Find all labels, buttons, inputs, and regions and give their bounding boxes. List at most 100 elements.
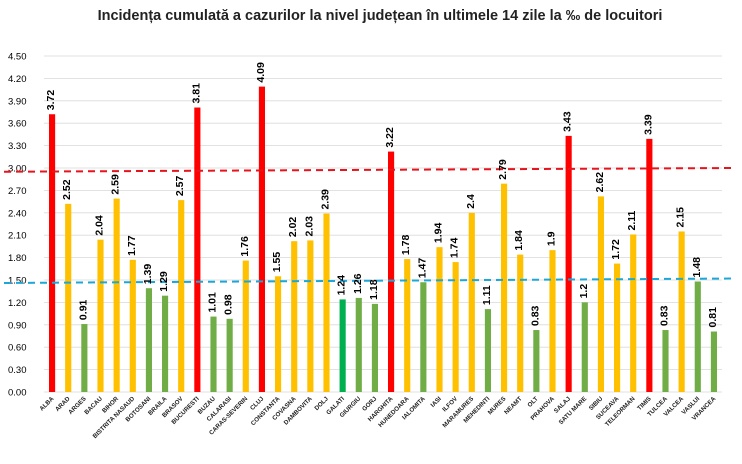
bar-satu-mare bbox=[581, 302, 588, 392]
bar-galati bbox=[339, 299, 346, 392]
data-label: 0.81 bbox=[707, 307, 719, 328]
x-tick-label: NEAMT bbox=[503, 395, 524, 416]
bars bbox=[49, 86, 717, 393]
data-label: 1.77 bbox=[126, 235, 138, 256]
bar-ilfov bbox=[452, 262, 459, 392]
bar-salaj bbox=[565, 135, 572, 393]
data-label: 1.39 bbox=[142, 264, 154, 285]
data-label: 1.24 bbox=[336, 275, 348, 296]
bar-tulcea bbox=[662, 330, 669, 392]
bar-prahova bbox=[549, 250, 556, 392]
bar-gorj bbox=[371, 303, 378, 392]
bar-maramures bbox=[468, 212, 475, 392]
bar-vrancea bbox=[710, 331, 717, 392]
data-label: 1.72 bbox=[610, 239, 622, 260]
data-label: 1.78 bbox=[400, 234, 412, 255]
bar-ialomita bbox=[420, 282, 427, 392]
data-label: 1.29 bbox=[158, 271, 170, 292]
data-label: 2.02 bbox=[287, 217, 299, 238]
bar-constanta bbox=[275, 276, 282, 392]
bar-buzau bbox=[210, 316, 217, 392]
bar-covasna bbox=[291, 241, 298, 392]
data-label: 2.4 bbox=[465, 194, 477, 209]
bar-brasov bbox=[178, 200, 185, 392]
bar-alba bbox=[49, 114, 56, 393]
bar-suceava bbox=[614, 263, 621, 392]
bar-bacau bbox=[97, 239, 104, 392]
data-label: 1.48 bbox=[691, 257, 703, 278]
data-label: 1.74 bbox=[449, 237, 461, 258]
y-tick-label: 1.50 bbox=[8, 276, 27, 287]
data-label: 2.59 bbox=[110, 174, 122, 195]
bar-giurgiu bbox=[355, 297, 362, 392]
y-tick-label: 4.20 bbox=[8, 74, 27, 85]
bar-iasi bbox=[436, 247, 443, 392]
bar-mures bbox=[501, 183, 508, 392]
x-tick-label: OLT bbox=[526, 395, 540, 409]
y-axis-tick-labels: 0.00 0.30 0.60 0.90 1.20 1.50 1.80 2.10 2.40 2.70… bbox=[8, 52, 27, 399]
y-tick-label: 0.30 bbox=[8, 365, 27, 376]
bar-arad bbox=[65, 203, 72, 392]
bar-harghita bbox=[388, 151, 395, 392]
bar-mehedinti bbox=[484, 309, 491, 392]
bar-bucuresti bbox=[194, 107, 201, 393]
y-tick-label: 2.40 bbox=[8, 208, 27, 219]
data-label: 1.18 bbox=[368, 279, 380, 300]
bar-caras-severin bbox=[242, 260, 249, 392]
y-tick-label: 0.00 bbox=[8, 388, 27, 399]
data-label: 1.84 bbox=[513, 230, 525, 251]
threshold-lines bbox=[3, 167, 735, 284]
bar-dambovita bbox=[307, 240, 314, 392]
data-label: 1.2 bbox=[578, 284, 590, 299]
data-label: 2.15 bbox=[675, 207, 687, 228]
bar-dolj bbox=[323, 213, 330, 392]
data-label: 0.98 bbox=[223, 294, 235, 315]
x-tick-label: BACAU bbox=[83, 395, 104, 416]
bar-braila bbox=[162, 295, 169, 392]
data-label: 1.76 bbox=[239, 236, 251, 257]
data-label: 0.83 bbox=[529, 305, 541, 326]
chart-title: Incidența cumulată a cazurilor la nivel … bbox=[98, 8, 663, 24]
data-label: 3.39 bbox=[642, 114, 654, 135]
data-label: 2.57 bbox=[174, 176, 186, 197]
y-tick-label: 3.60 bbox=[8, 119, 27, 130]
bar-teleorman bbox=[630, 234, 637, 392]
data-label: 2.39 bbox=[320, 189, 332, 210]
x-tick-label: ALBA bbox=[38, 395, 55, 412]
data-label: 0.83 bbox=[659, 305, 671, 326]
x-tick-label: IASI bbox=[429, 395, 443, 409]
data-label: 1.55 bbox=[271, 252, 283, 273]
data-label: 3.22 bbox=[384, 127, 396, 148]
data-labels: 3.72 2.52 0.91 2.04 2.59 1.77 1.39 1.29 2.57 3.81… bbox=[45, 62, 719, 328]
bar-calarasi bbox=[226, 318, 233, 392]
gridlines bbox=[44, 55, 722, 393]
data-label: 3.43 bbox=[562, 111, 574, 132]
bar-cluj bbox=[258, 86, 265, 392]
bar-bihor bbox=[113, 198, 120, 392]
y-tick-label: 1.20 bbox=[8, 298, 27, 309]
data-label: 3.81 bbox=[190, 83, 202, 104]
data-label: 2.52 bbox=[61, 179, 73, 200]
y-tick-label: 4.50 bbox=[8, 52, 27, 63]
bar-olt bbox=[533, 330, 540, 392]
data-label: 2.03 bbox=[303, 216, 315, 237]
data-label: 2.11 bbox=[626, 210, 638, 230]
data-label: 2.62 bbox=[594, 172, 606, 193]
data-label: 2.04 bbox=[94, 215, 106, 236]
y-tick-label: 0.90 bbox=[8, 320, 27, 331]
data-label: 1.9 bbox=[546, 231, 558, 246]
data-label: 3.72 bbox=[45, 90, 57, 111]
bar-bistrita-nasaud bbox=[129, 259, 136, 392]
data-label: 1.01 bbox=[207, 292, 219, 313]
y-tick-label: 3.30 bbox=[8, 141, 27, 152]
threshold-line bbox=[3, 277, 735, 284]
data-label: 1.11 bbox=[481, 285, 493, 305]
bar-hunedoara bbox=[404, 259, 411, 392]
data-label: 1.26 bbox=[352, 273, 364, 294]
y-tick-label: 3.00 bbox=[8, 164, 27, 175]
y-tick-label: 3.90 bbox=[8, 96, 27, 107]
bar-arges bbox=[81, 324, 88, 392]
